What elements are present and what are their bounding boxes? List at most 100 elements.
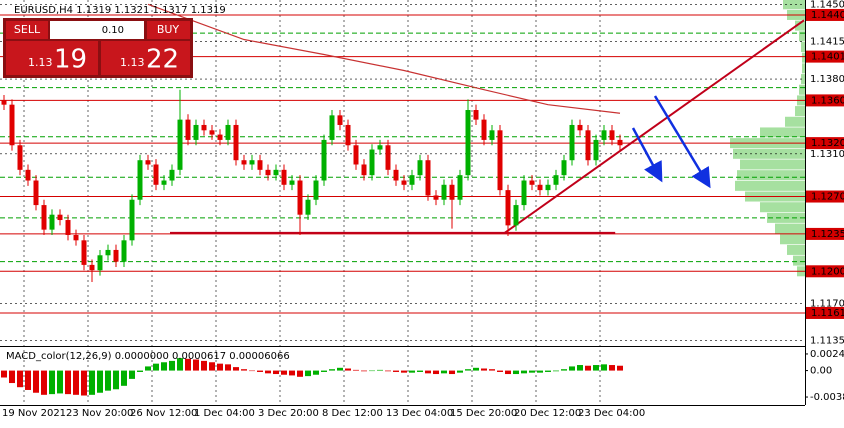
level-tag xyxy=(806,265,844,278)
macd-bar xyxy=(305,370,311,377)
buy-label[interactable]: BUY xyxy=(157,23,180,36)
level-label: 1.1200 xyxy=(811,266,844,277)
y-tick-label: 1.1310 xyxy=(810,149,844,160)
level-label: 1.1440 xyxy=(811,10,844,21)
lot-input[interactable] xyxy=(50,21,144,39)
candle-body xyxy=(113,249,119,262)
buy-button[interactable] xyxy=(147,21,190,39)
macd-bar xyxy=(465,369,471,371)
macd-bar xyxy=(81,370,87,396)
macd-bar xyxy=(225,364,231,371)
profile-bar xyxy=(780,234,805,245)
ask-box[interactable] xyxy=(101,41,190,75)
candle-body xyxy=(241,160,247,165)
candle-body xyxy=(313,180,319,200)
candle-body xyxy=(65,220,71,235)
macd-bar xyxy=(353,369,359,371)
level-tag xyxy=(806,306,844,319)
macd-bar xyxy=(449,370,455,375)
candle-body xyxy=(81,240,87,265)
level-label: 1.1360 xyxy=(811,95,844,106)
macd-bar xyxy=(473,367,479,371)
macd-bar xyxy=(65,370,71,395)
level-label: 1.1161 xyxy=(811,308,844,319)
macd-bar xyxy=(233,367,239,371)
candle-body xyxy=(41,205,47,230)
profile-bar xyxy=(783,0,805,10)
y-tick-label: 1.1415 xyxy=(810,37,844,48)
profile-bar xyxy=(795,20,805,31)
candle-body xyxy=(505,190,511,226)
macd-bar xyxy=(1,370,7,378)
macd-bar xyxy=(425,370,431,374)
profile-bar xyxy=(799,84,805,95)
macd-bar xyxy=(17,370,23,388)
macd-bar xyxy=(209,362,215,371)
macd-bar xyxy=(169,360,175,371)
macd-bar xyxy=(121,370,127,386)
level-label: 1.1235 xyxy=(811,229,844,240)
candle-body xyxy=(329,115,335,140)
bid-small: 1.13 xyxy=(28,56,53,69)
candle-body xyxy=(481,119,487,140)
candle-body xyxy=(49,214,55,230)
profile-bar xyxy=(802,63,805,74)
lot-value[interactable]: 0.10 xyxy=(102,25,124,36)
macd-bar xyxy=(569,366,575,371)
candle-body xyxy=(57,214,63,221)
bid-big: 19 xyxy=(54,45,87,75)
level-tag xyxy=(806,94,844,107)
profile-bar xyxy=(801,74,805,85)
macd-bar xyxy=(433,370,439,375)
y-tick-label: 1.1450 xyxy=(810,0,844,10)
y-tick-label: 1.1380 xyxy=(810,74,844,85)
candle-body xyxy=(409,175,415,185)
candle-body xyxy=(489,130,495,140)
macd-bar xyxy=(153,363,159,371)
bid-box[interactable] xyxy=(6,41,98,75)
profile-bar xyxy=(740,159,805,170)
x-tick-label: 1 Dec 04:00 xyxy=(194,408,255,419)
candle-body xyxy=(465,110,471,176)
level-tag xyxy=(806,8,844,21)
candle-body xyxy=(273,169,279,176)
candle-body xyxy=(385,145,391,170)
candle-body xyxy=(233,124,239,161)
macd-bar xyxy=(41,370,47,395)
candle-body xyxy=(177,119,183,170)
macd-bar xyxy=(105,370,111,391)
ask-big: 22 xyxy=(146,45,179,75)
x-tick-label: 15 Dec 20:00 xyxy=(450,408,517,419)
profile-bar xyxy=(787,244,805,255)
sell-button[interactable] xyxy=(6,21,48,39)
macd-bar xyxy=(137,370,143,372)
candle-body xyxy=(601,130,607,140)
candle-body xyxy=(361,164,367,176)
candle-body xyxy=(417,160,423,176)
macd-bar xyxy=(273,370,279,375)
macd-bar xyxy=(321,370,327,372)
macd-bar xyxy=(377,369,383,371)
candle-body xyxy=(153,164,159,185)
macd-bar xyxy=(417,370,423,372)
profile-bar xyxy=(793,255,805,266)
x-tick-label: 3 Dec 20:00 xyxy=(258,408,319,419)
macd-bar xyxy=(25,370,31,390)
candle-body xyxy=(137,160,143,200)
candle-body xyxy=(473,110,479,120)
macd-bar xyxy=(73,370,79,395)
x-tick-label: 23 Dec 04:00 xyxy=(578,408,645,419)
macd-bar xyxy=(505,370,511,375)
candle-body xyxy=(425,160,431,196)
macd-bar xyxy=(241,369,247,371)
macd-bar xyxy=(441,370,447,374)
macd-bar xyxy=(185,358,191,371)
macd-bar xyxy=(217,363,223,371)
macd-bar xyxy=(97,370,103,393)
candle-body xyxy=(569,124,575,161)
candle-body xyxy=(249,160,255,165)
profile-bar xyxy=(737,170,805,181)
candle-body xyxy=(577,124,583,131)
macd-bar xyxy=(49,370,55,395)
sell-label[interactable]: SELL xyxy=(14,23,41,36)
